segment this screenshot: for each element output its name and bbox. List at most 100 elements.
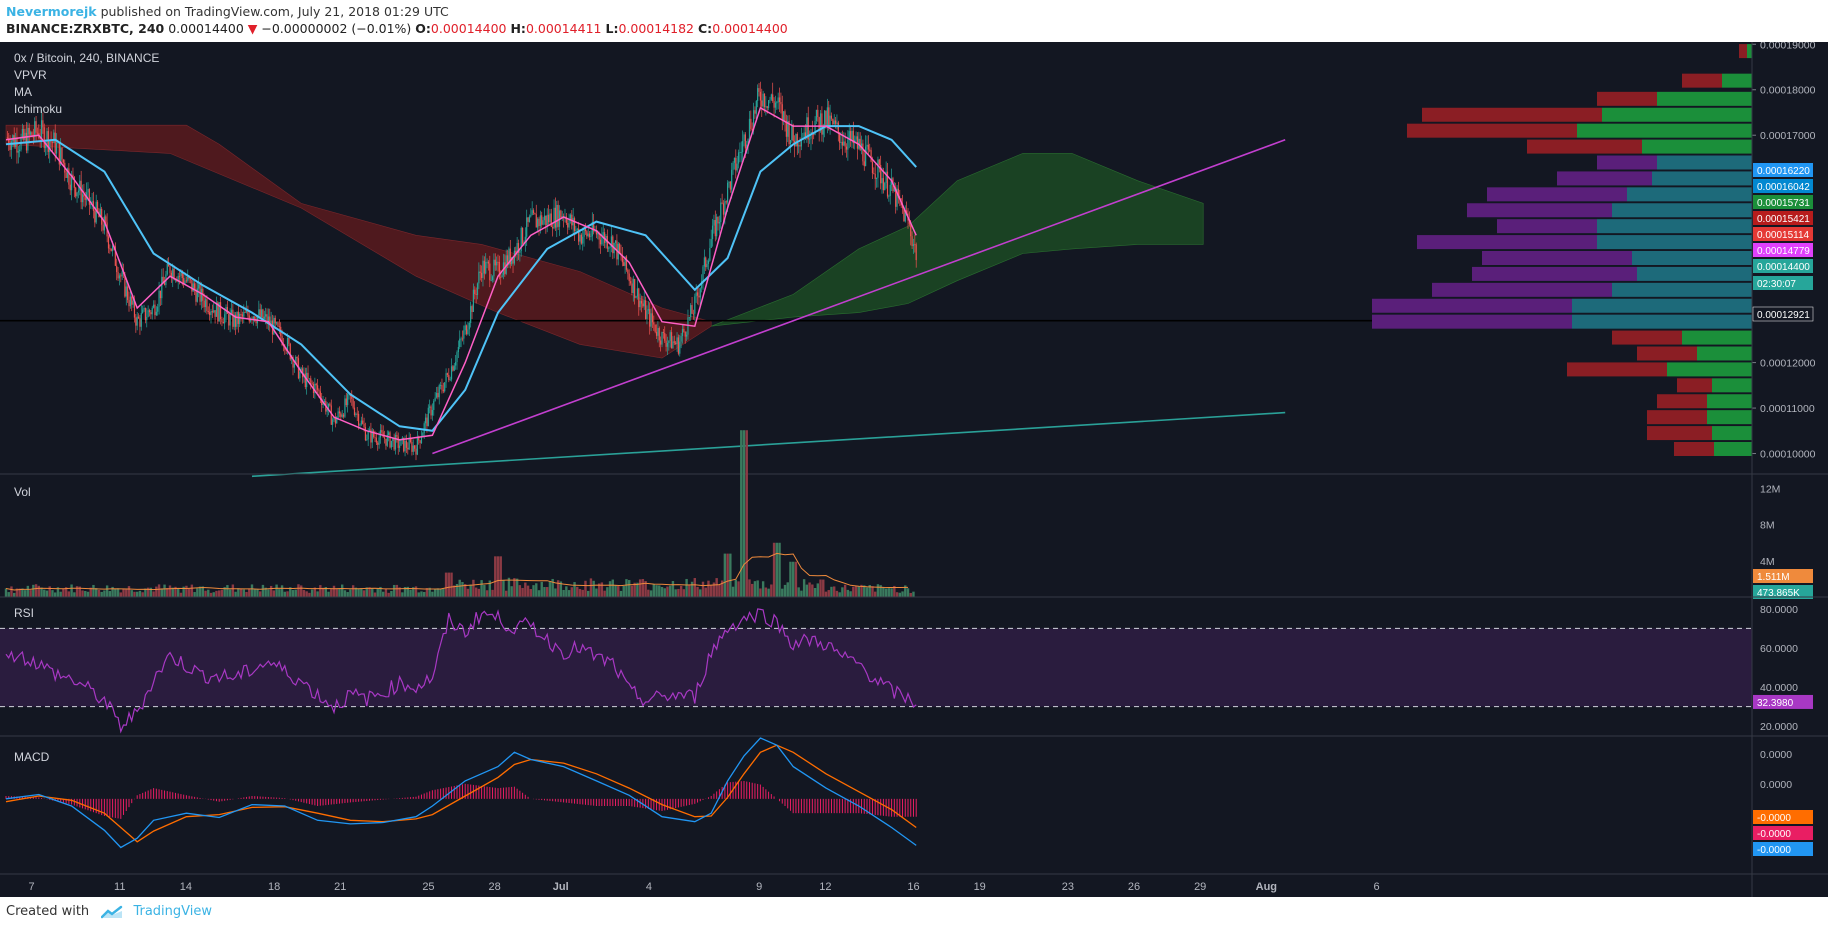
volume-bar (204, 590, 207, 597)
trendline-teal[interactable] (251, 411, 1286, 478)
trendline-magenta[interactable] (432, 139, 1286, 455)
candle-body (427, 407, 429, 427)
ichimoku-label[interactable]: Ichimoku (14, 102, 62, 116)
volume-bar (592, 580, 595, 597)
publish-header: Nevermorejk published on TradingView.com… (6, 4, 449, 19)
candle-body (746, 144, 748, 149)
candle-body (426, 417, 428, 427)
volume-bar (163, 584, 166, 597)
volume-bar (893, 585, 896, 597)
candle-body (430, 406, 432, 416)
chart-canvas[interactable]: 0.00019000 0.00018000 0.00017000 0.00012000… (0, 42, 1828, 897)
candle-body (81, 194, 84, 203)
volume-bar (330, 589, 333, 597)
macd-pane[interactable]: 0.0000 0.0000 -0.0000 -0.0000 -0.0000 (0, 737, 1828, 875)
volume-bar (641, 579, 645, 597)
candle-body (435, 392, 438, 398)
author-link[interactable]: Nevermorejk (6, 4, 97, 19)
candle-body (24, 132, 26, 140)
candle-body (327, 403, 330, 409)
candle-body (476, 283, 479, 296)
vpvr-bar-down (1472, 266, 1637, 281)
volume-bar (507, 577, 511, 597)
volume-bar (690, 581, 694, 597)
volume-bar (677, 588, 680, 597)
vpvr-bar-down (1567, 362, 1667, 377)
candle-body (352, 398, 354, 408)
candle-body (79, 180, 81, 191)
ma-label[interactable]: MA (14, 85, 32, 99)
volume-bar (316, 591, 319, 597)
candle-body (506, 255, 509, 266)
candle-body (836, 122, 838, 124)
candle-body (419, 440, 421, 443)
volume-bar (379, 586, 382, 597)
candle-body (409, 438, 412, 443)
candle-body (300, 368, 302, 372)
candle-body (889, 184, 891, 196)
volume-bar (783, 584, 787, 597)
macd-axis[interactable]: 0.0000 0.0000 -0.0000 -0.0000 -0.0000 (1751, 738, 1813, 874)
volume-bar (335, 588, 338, 597)
volume-bar (529, 589, 532, 597)
candle-body (531, 210, 533, 216)
vpvr-bar-down (1637, 346, 1697, 361)
volume-bar (554, 588, 557, 597)
candle-body (623, 262, 625, 266)
candle-body (94, 210, 96, 223)
candle-body (375, 437, 377, 443)
candle-body (699, 288, 701, 298)
volume-bar (310, 589, 314, 597)
tradingview-link[interactable]: TradingView (133, 904, 212, 919)
candle-body (769, 99, 771, 101)
rsi-pane[interactable]: 80.0000 60.0000 40.0000 20.0000 32.3980 (0, 599, 1828, 737)
vpvr-bar-down (1597, 155, 1657, 170)
candle-body (66, 168, 69, 178)
candle-body (322, 402, 324, 405)
volume-axis[interactable]: 12M 8M 4M 1.511M 473.865K (1751, 476, 1813, 599)
candle-body (777, 97, 779, 103)
candle-body (356, 413, 358, 415)
volume-bar (136, 591, 139, 597)
candle-body (416, 436, 418, 455)
candle-body (468, 322, 470, 330)
volume-bar (466, 588, 470, 597)
rsi-axis[interactable]: 80.0000 60.0000 40.0000 20.0000 32.3980 (1751, 599, 1813, 736)
candle-body (814, 121, 816, 135)
volume-marker-bg (1753, 585, 1813, 599)
candle-body (128, 299, 130, 307)
candle-body (241, 314, 244, 317)
candle-body (463, 330, 465, 339)
candle-body (573, 218, 576, 231)
time-axis[interactable]: 7 11 14 18 21 25 28 Jul 4 9 12 16 19 23 26 29 Aug 6 (28, 42, 1753, 897)
candle-body (124, 274, 126, 297)
volume-bar (73, 592, 76, 597)
low-value: 0.00014182 (618, 21, 695, 36)
volume-bar (685, 578, 688, 597)
volume-bar (40, 587, 43, 597)
candle-body (580, 234, 582, 244)
price-pane[interactable]: 0.00019000 0.00018000 0.00017000 0.00012000… (0, 42, 1828, 478)
candle-body (763, 93, 766, 108)
volume-bar (436, 588, 440, 597)
candle-body (582, 236, 584, 244)
candle-body (35, 121, 37, 133)
volume-bar (496, 556, 500, 597)
time-tick-label: 21 (334, 881, 346, 893)
candle-body (686, 334, 688, 337)
price-axis[interactable]: 0.00019000 0.00018000 0.00017000 0.00012000… (1751, 42, 1816, 474)
candle-body (609, 246, 611, 248)
volume-bar (168, 585, 172, 597)
price-marker-0-bg (1753, 163, 1813, 177)
candle-body (262, 309, 264, 319)
vpvr-label[interactable]: VPVR (14, 68, 47, 82)
candle-body (109, 248, 111, 250)
open-value: 0.00014400 (430, 21, 507, 36)
candle-body (850, 131, 852, 141)
candle-body (91, 201, 93, 204)
volume-bar (852, 586, 855, 597)
volume-pane[interactable]: 12M 8M 4M 1.511M 473.865K (0, 430, 1828, 599)
candle-body (608, 247, 610, 249)
candle-body (784, 111, 786, 121)
volume-bar (226, 585, 229, 597)
